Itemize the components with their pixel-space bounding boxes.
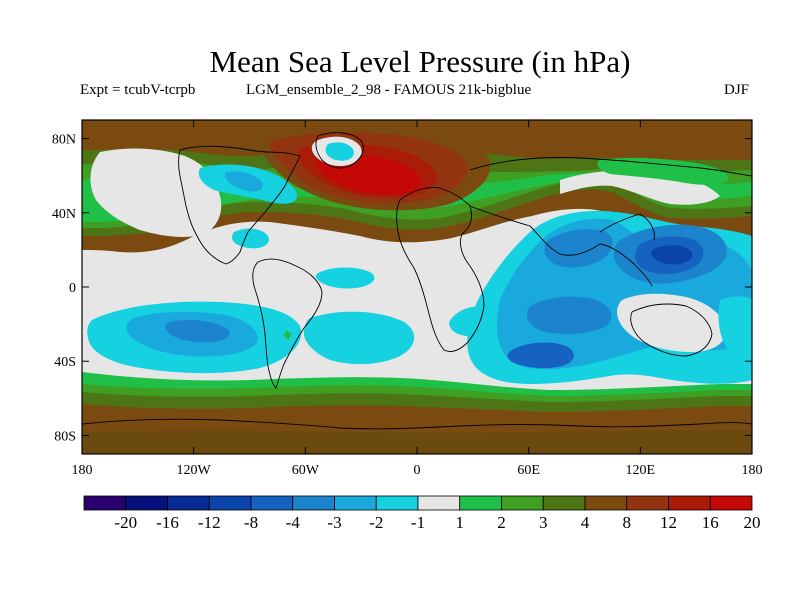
colorbar-label: 3 <box>539 513 548 532</box>
x-tick-label: 0 <box>414 463 421 478</box>
australia-coast <box>630 303 713 357</box>
indian-ocean-neg-3 <box>526 296 612 334</box>
colorbar-label: 2 <box>497 513 506 532</box>
x-tick-label: 180 <box>72 463 93 478</box>
ensemble-label: LGM_ensemble_2_98 - FAMOUS 21k-bigblue <box>246 82 532 98</box>
colorbar-swatch <box>542 495 586 511</box>
colorbar-label: -12 <box>198 513 221 532</box>
greenland-neg-2 <box>325 142 354 161</box>
colorbar-label: -4 <box>286 513 301 532</box>
colorbar-label: 1 <box>456 513 465 532</box>
y-tick-label: 80S <box>54 429 76 444</box>
colorbar-swatch <box>208 495 252 511</box>
x-tick-label: 60E <box>517 463 540 478</box>
y-tick-label: 40N <box>52 207 76 222</box>
plot-title: Mean Sea Level Pressure (in hPa) <box>209 44 631 79</box>
colorbar-swatch <box>626 495 669 511</box>
atlantic-neg-1 <box>315 267 375 289</box>
experiment-label: Expt = tcubV-tcrpb <box>80 82 196 98</box>
colorbar-swatch <box>668 495 711 511</box>
east-pacific-neg-1 <box>718 296 752 362</box>
north-america-coast <box>178 145 301 265</box>
colorbar-label: 8 <box>623 513 632 532</box>
south-atlantic-neg-1 <box>303 311 415 365</box>
africa-neg-1 <box>449 306 491 337</box>
asia-coast <box>469 157 752 287</box>
colorbar-swatch <box>501 495 544 511</box>
south-pacific-neg-3 <box>165 320 230 343</box>
south-atlantic-green <box>284 330 292 340</box>
colorbar-swatch <box>125 495 168 511</box>
south-america-coast <box>252 258 323 389</box>
colorbar-swatch <box>417 495 461 511</box>
x-tick-label: 60W <box>292 463 320 478</box>
indian-ocean-neg-4 <box>507 342 574 369</box>
x-tick-label: 120E <box>626 463 656 478</box>
colorbar-swatch <box>292 495 335 511</box>
europe-africa-coast <box>396 187 485 353</box>
colorbar-label: 4 <box>581 513 590 532</box>
colorbar-label: -16 <box>156 513 179 532</box>
y-tick-label: 0 <box>69 281 76 296</box>
caribbean-neg-1 <box>231 228 269 249</box>
siberia-green <box>597 157 729 185</box>
west-pacific-neg-5 <box>651 245 693 265</box>
colorbar-swatch <box>709 495 753 511</box>
colorbar-label: -3 <box>327 513 341 532</box>
colorbar-swatch <box>459 495 502 511</box>
colorbar-swatch <box>375 495 419 511</box>
colorbar-swatch <box>584 495 628 511</box>
coastlines <box>82 132 752 430</box>
colorbar: -20 -16 -12 -8 -4 -3 -2 -1 1 2 3 4 8 12 16 20 <box>83 495 761 532</box>
x-tick-label: 120W <box>177 463 212 478</box>
pressure-field <box>82 120 752 454</box>
colorbar-label: 12 <box>660 513 677 532</box>
colorbar-swatch <box>334 495 377 511</box>
x-tick-label: 180 <box>742 463 763 478</box>
indo-pacific-neg-3 <box>544 229 613 268</box>
colorbar-swatch <box>83 495 127 511</box>
australia-near-zero <box>617 293 726 352</box>
antarctic-interior <box>82 430 752 454</box>
colorbar-swatch <box>167 495 210 511</box>
colorbar-label: -8 <box>244 513 258 532</box>
colorbar-label: 20 <box>744 513 761 532</box>
colorbar-label: -2 <box>369 513 383 532</box>
colorbar-label: -20 <box>114 513 137 532</box>
antarctica-coast <box>82 418 752 430</box>
axis-ticks: 180 120W 60W 0 60E 120E 180 80N 40N 0 40S 80S <box>52 120 763 478</box>
north-america-neg-2 <box>225 171 263 192</box>
colorbar-swatch <box>250 495 294 511</box>
season-label: DJF <box>724 82 750 98</box>
y-tick-label: 80N <box>52 133 76 148</box>
y-tick-label: 40S <box>54 355 76 370</box>
colorbar-label: -1 <box>411 513 425 532</box>
greenland-coast <box>315 132 364 169</box>
colorbar-label: 16 <box>702 513 719 532</box>
